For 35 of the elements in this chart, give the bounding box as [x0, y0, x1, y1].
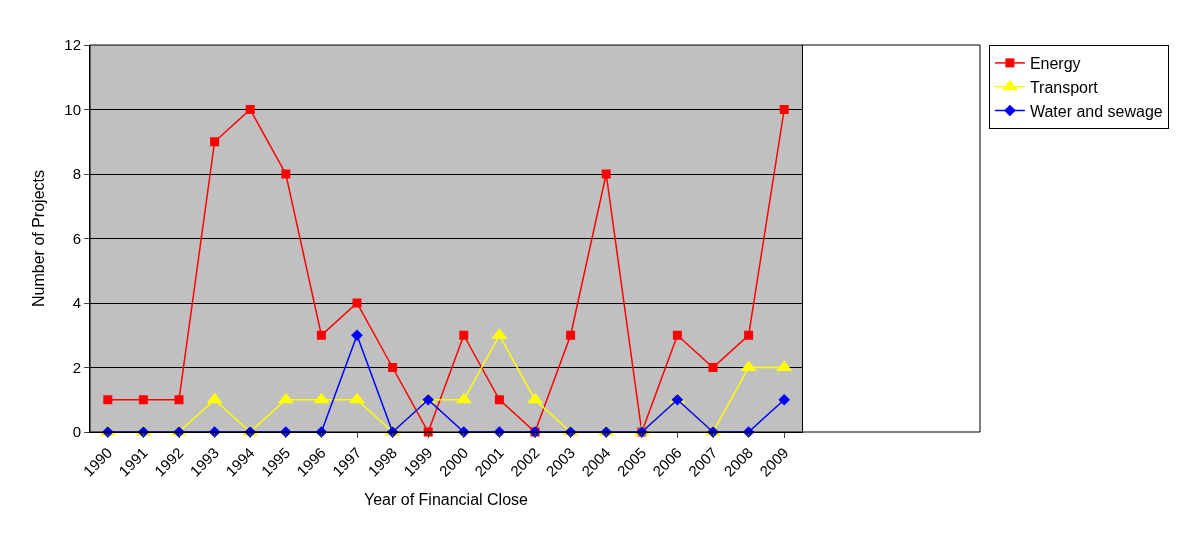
- legend-label: Transport: [1029, 78, 1099, 96]
- point: [455, 392, 472, 404]
- point: [601, 169, 611, 179]
- point: [281, 169, 291, 179]
- point: [210, 137, 220, 147]
- point: [744, 330, 754, 340]
- point: [778, 393, 791, 406]
- y-tick-label: 6: [72, 229, 81, 247]
- point: [708, 363, 718, 372]
- point: [103, 395, 113, 405]
- y-tick-label: 8: [72, 165, 81, 183]
- point: [245, 105, 255, 114]
- point: [388, 363, 398, 372]
- point: [459, 330, 469, 340]
- point: [277, 392, 294, 404]
- y-tick-label: 10: [64, 100, 81, 118]
- legend-label: Energy: [1029, 55, 1081, 73]
- y-tick-label: 4: [72, 294, 81, 312]
- y-tick-label: 2: [72, 358, 81, 376]
- legend-label: Water and sewage: [1029, 102, 1163, 120]
- y-tick-label: 12: [64, 36, 81, 54]
- point: [174, 395, 184, 405]
- point: [351, 329, 363, 342]
- point: [779, 105, 789, 114]
- point: [494, 395, 504, 405]
- point: [313, 392, 330, 404]
- point: [352, 298, 362, 308]
- y-axis-title: Number of Projects: [30, 170, 48, 307]
- point: [138, 395, 148, 405]
- x-axis-title: Year of Financial Close: [364, 491, 529, 509]
- point: [672, 330, 682, 340]
- point: [566, 330, 576, 340]
- point: [316, 330, 326, 340]
- y-tick-label: 0: [72, 423, 81, 441]
- point: [206, 392, 223, 404]
